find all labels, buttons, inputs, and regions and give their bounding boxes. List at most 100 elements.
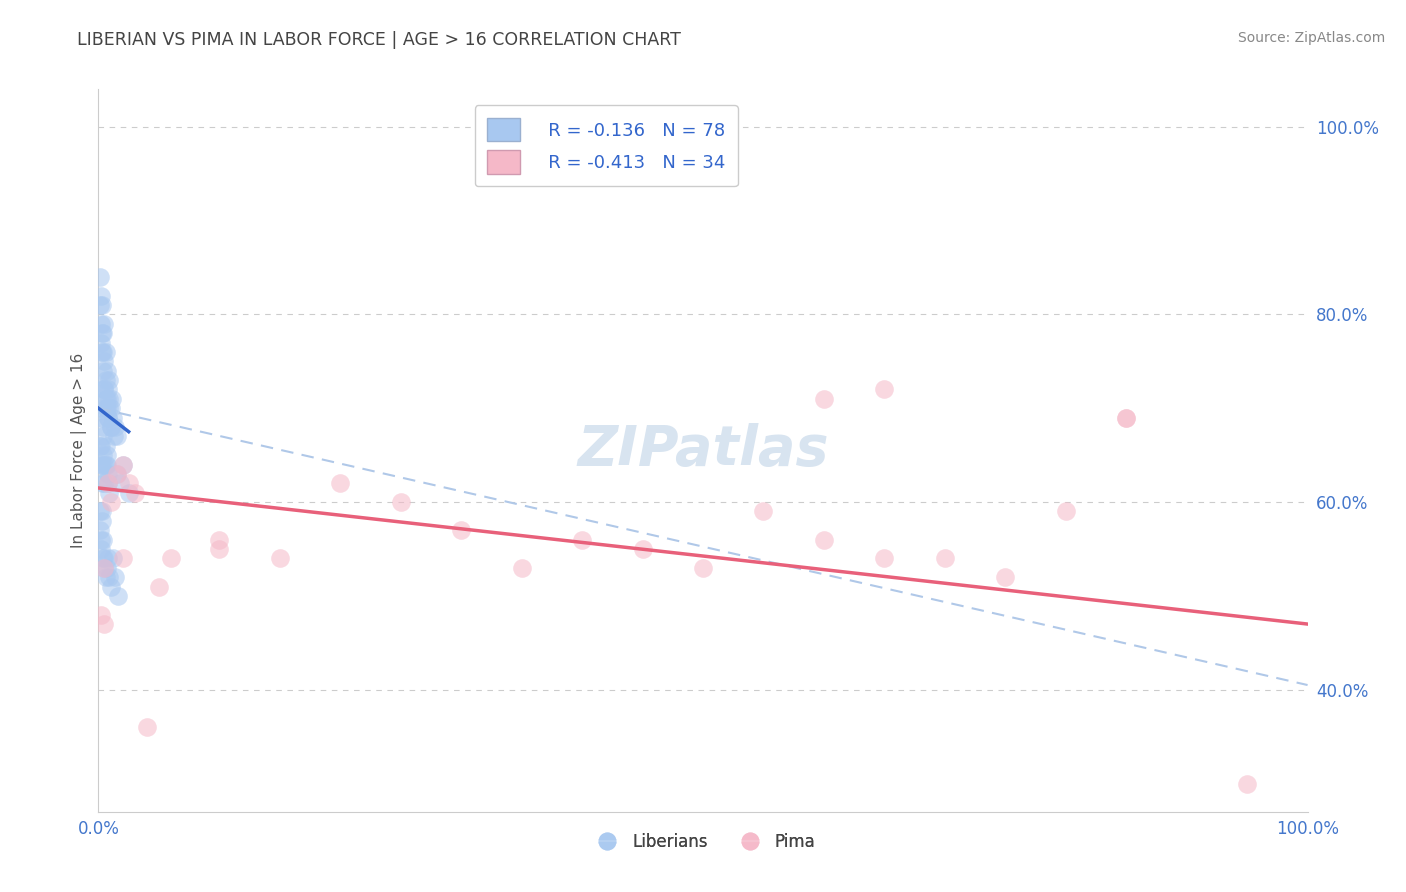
Point xyxy=(389,495,412,509)
Point xyxy=(148,580,170,594)
Point xyxy=(94,345,117,359)
Point xyxy=(90,607,112,622)
Point xyxy=(91,551,114,566)
Point xyxy=(90,335,112,350)
Point xyxy=(934,551,956,566)
Point xyxy=(994,570,1017,584)
Point xyxy=(91,298,114,312)
Legend: Liberians, Pima: Liberians, Pima xyxy=(583,826,823,857)
Point xyxy=(89,439,111,453)
Point xyxy=(93,476,115,491)
Point xyxy=(94,392,117,406)
Point xyxy=(105,429,128,443)
Point xyxy=(93,551,115,566)
Point xyxy=(813,392,835,406)
Point xyxy=(93,354,115,368)
Point xyxy=(97,551,120,566)
Point xyxy=(208,541,231,556)
Point xyxy=(93,458,115,472)
Point xyxy=(1115,410,1137,425)
Point xyxy=(90,533,112,547)
Point xyxy=(96,364,118,378)
Point xyxy=(90,401,112,416)
Point xyxy=(98,401,121,416)
Point xyxy=(118,476,141,491)
Point xyxy=(103,429,125,443)
Point xyxy=(93,317,115,331)
Point xyxy=(89,504,111,518)
Text: LIBERIAN VS PIMA IN LABOR FORCE | AGE > 16 CORRELATION CHART: LIBERIAN VS PIMA IN LABOR FORCE | AGE > … xyxy=(77,31,681,49)
Point xyxy=(89,269,111,284)
Point xyxy=(97,383,120,397)
Point xyxy=(1115,410,1137,425)
Point xyxy=(631,541,654,556)
Point xyxy=(94,570,117,584)
Point xyxy=(91,429,114,443)
Point xyxy=(91,420,114,434)
Point xyxy=(94,439,117,453)
Point xyxy=(90,541,112,556)
Point xyxy=(94,458,117,472)
Point xyxy=(91,504,114,518)
Point xyxy=(692,560,714,574)
Point xyxy=(91,533,114,547)
Point xyxy=(91,364,114,378)
Point xyxy=(98,392,121,406)
Point xyxy=(98,570,121,584)
Point xyxy=(91,476,114,491)
Point xyxy=(118,485,141,500)
Point xyxy=(90,288,112,302)
Point xyxy=(100,401,122,416)
Point xyxy=(873,551,896,566)
Point xyxy=(101,551,124,566)
Point xyxy=(89,383,111,397)
Point xyxy=(90,317,112,331)
Point xyxy=(100,392,122,406)
Point xyxy=(105,467,128,481)
Point xyxy=(91,345,114,359)
Point xyxy=(96,458,118,472)
Point xyxy=(104,420,127,434)
Point xyxy=(89,298,111,312)
Point xyxy=(97,467,120,481)
Point xyxy=(108,476,131,491)
Point xyxy=(94,401,117,416)
Point xyxy=(1236,776,1258,790)
Point xyxy=(91,326,114,341)
Point xyxy=(96,560,118,574)
Point xyxy=(571,533,593,547)
Text: ZIPatlas: ZIPatlas xyxy=(578,424,828,477)
Point xyxy=(91,448,114,462)
Point xyxy=(208,533,231,547)
Point xyxy=(1054,504,1077,518)
Point xyxy=(111,458,134,472)
Point xyxy=(96,392,118,406)
Point xyxy=(160,551,183,566)
Point xyxy=(98,373,121,387)
Point xyxy=(96,401,118,416)
Point xyxy=(94,373,117,387)
Point xyxy=(105,467,128,481)
Point xyxy=(96,448,118,462)
Point xyxy=(450,523,472,537)
Point xyxy=(97,476,120,491)
Text: Source: ZipAtlas.com: Source: ZipAtlas.com xyxy=(1237,31,1385,45)
Point xyxy=(510,560,533,574)
Point xyxy=(91,514,114,528)
Y-axis label: In Labor Force | Age > 16: In Labor Force | Age > 16 xyxy=(72,353,87,548)
Point xyxy=(813,533,835,547)
Point xyxy=(111,458,134,472)
Point xyxy=(100,420,122,434)
Point xyxy=(91,410,114,425)
Point xyxy=(97,410,120,425)
Point xyxy=(89,523,111,537)
Point xyxy=(93,560,115,574)
Point xyxy=(100,420,122,434)
Point xyxy=(91,458,114,472)
Point xyxy=(269,551,291,566)
Point xyxy=(100,495,122,509)
Point xyxy=(104,570,127,584)
Point xyxy=(93,617,115,632)
Point xyxy=(107,589,129,603)
Point xyxy=(97,410,120,425)
